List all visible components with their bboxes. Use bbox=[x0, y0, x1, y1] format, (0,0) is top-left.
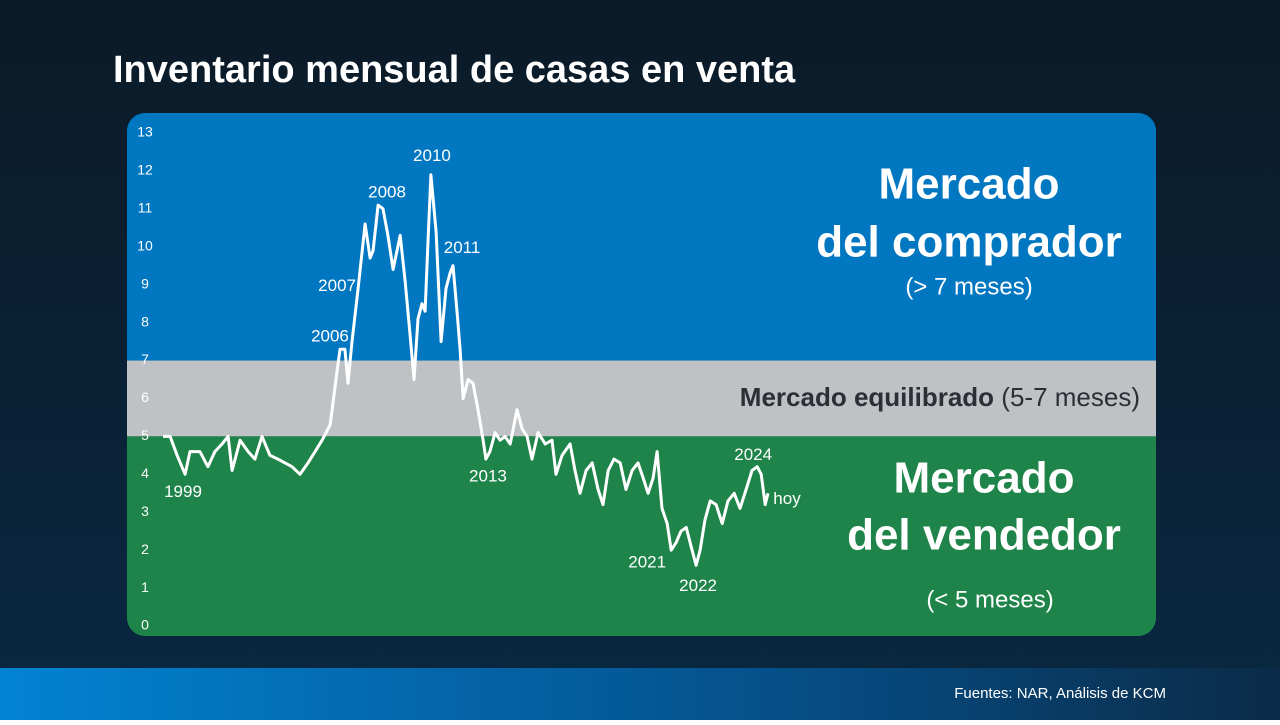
buyer-label: Mercado del comprador bbox=[816, 160, 1122, 267]
buyer-band bbox=[127, 113, 1156, 361]
y-tick-label: 7 bbox=[141, 351, 149, 367]
y-tick-label: 5 bbox=[141, 427, 149, 443]
balanced-title: Mercado equilibrado bbox=[740, 382, 994, 412]
balanced-band bbox=[127, 360, 1156, 437]
annotation: 2007 bbox=[318, 276, 356, 295]
seller-title: Mercado bbox=[894, 454, 1075, 503]
buyer-note: (> 7 meses) bbox=[905, 273, 1032, 300]
annotation: hoy bbox=[773, 489, 801, 508]
y-tick-label: 1 bbox=[141, 579, 149, 595]
annotation: 2022 bbox=[679, 576, 717, 595]
source: Fuentes: NAR, Análisis de KCM bbox=[954, 685, 1166, 702]
plot: 0123456789101112131999200620072008201020… bbox=[137, 124, 801, 633]
y-tick-label: 0 bbox=[141, 617, 149, 633]
buyer-title: del comprador bbox=[816, 218, 1122, 267]
annotation: 2006 bbox=[311, 327, 349, 346]
seller-label: Mercado del vendedor bbox=[847, 454, 1121, 560]
chart-title: Inventario mensual de casas en venta bbox=[113, 49, 796, 91]
footer-band bbox=[0, 668, 1280, 720]
y-tick-label: 8 bbox=[141, 313, 149, 329]
annotation: 2013 bbox=[469, 467, 507, 486]
space bbox=[994, 382, 1001, 412]
seller-note: (< 5 meses) bbox=[926, 586, 1053, 613]
y-tick-label: 6 bbox=[141, 389, 149, 405]
annotation: 2008 bbox=[368, 183, 406, 202]
balanced-label: Mercado equilibrado (5-7 meses) bbox=[740, 382, 1140, 412]
balanced-note: (5-7 meses) bbox=[1001, 382, 1140, 412]
buyer-title: Mercado bbox=[879, 160, 1060, 209]
seller-title: del vendedor bbox=[847, 511, 1121, 560]
annotation: 2021 bbox=[628, 553, 666, 572]
annotation: 1999 bbox=[164, 482, 202, 501]
annotation: 2024 bbox=[734, 445, 772, 464]
y-tick-label: 12 bbox=[137, 162, 153, 178]
annotation: 2010 bbox=[413, 146, 451, 165]
y-tick-label: 13 bbox=[137, 124, 153, 140]
y-tick-label: 2 bbox=[141, 541, 149, 557]
y-tick-label: 3 bbox=[141, 503, 149, 519]
y-tick-label: 10 bbox=[137, 237, 153, 253]
annotation: 2011 bbox=[444, 238, 481, 257]
y-tick-label: 9 bbox=[141, 275, 149, 291]
data-line bbox=[163, 173, 770, 567]
y-tick-label: 11 bbox=[138, 200, 153, 216]
y-tick-label: 4 bbox=[141, 465, 149, 481]
